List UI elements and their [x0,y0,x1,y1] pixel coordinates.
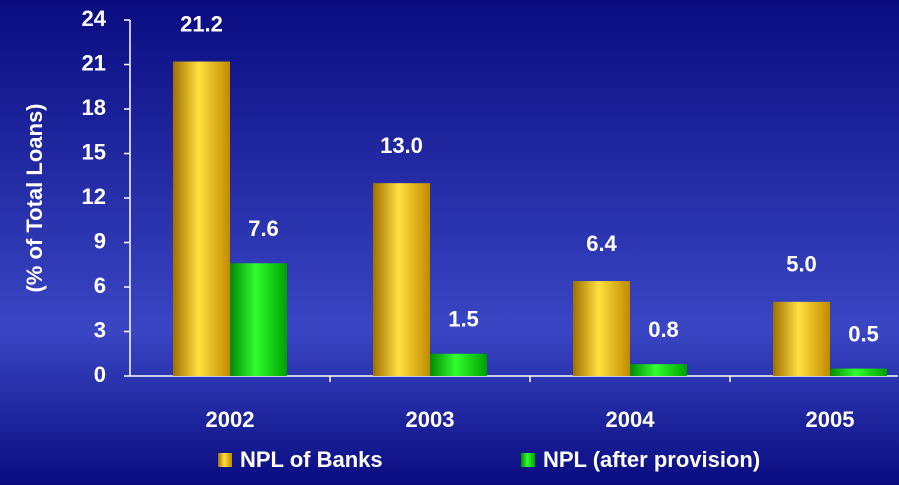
bar [173,61,230,377]
bar [573,281,630,376]
legend-swatch [521,453,535,467]
x-tick-label: 2003 [406,407,455,432]
value-label: 0.8 [648,317,679,342]
y-tick-label: 24 [82,6,107,31]
legend-label: NPL (after provision) [543,447,760,472]
y-tick-label: 6 [94,273,106,298]
y-tick-label: 18 [82,95,106,120]
value-label: 7.6 [248,216,279,241]
legend-swatch [218,453,232,467]
x-tick-label: 2004 [606,407,656,432]
y-axis-label: (% of Total Loans) [22,103,47,292]
y-tick-label: 15 [82,139,106,164]
bar [230,263,287,376]
y-tick-label: 12 [82,184,106,209]
value-label: 5.0 [786,252,817,277]
bar [373,183,430,376]
bar [430,353,487,376]
legend-label: NPL of Banks [240,447,383,472]
y-tick-label: 0 [94,362,106,387]
value-label: 21.2 [180,11,223,36]
bar [773,301,830,376]
value-label: 13.0 [380,133,423,158]
x-tick-label: 2002 [206,407,255,432]
x-tick-label: 2005 [806,407,855,432]
y-tick-label: 9 [94,228,106,253]
bar [830,368,887,376]
bar [630,364,687,376]
value-label: 0.5 [848,321,879,346]
y-tick-label: 3 [94,317,106,342]
value-label: 1.5 [448,307,479,332]
y-tick-label: 21 [82,50,106,75]
value-label: 6.4 [586,231,617,256]
